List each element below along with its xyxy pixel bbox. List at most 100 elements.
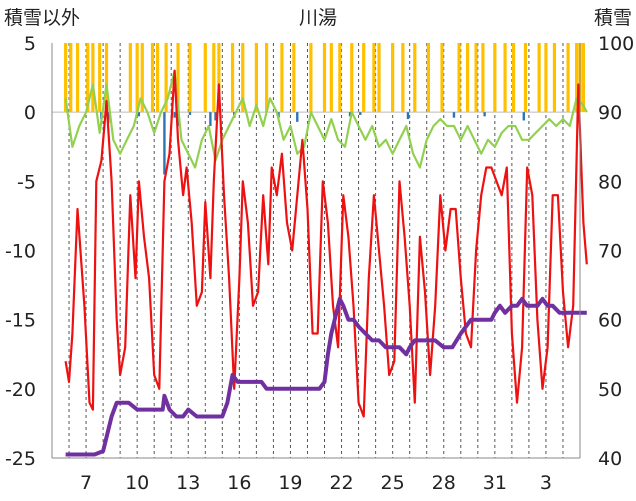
sunshine-bar bbox=[309, 43, 313, 113]
right-axis-title: 積雪 bbox=[594, 7, 632, 29]
left-tick-label: 5 bbox=[24, 33, 36, 55]
sunshine-bar bbox=[338, 43, 342, 113]
sunshine-bar bbox=[292, 43, 296, 113]
left-tick-label: 0 bbox=[24, 102, 36, 124]
sunshine-bar bbox=[322, 43, 327, 113]
sunshine-bar bbox=[457, 43, 461, 113]
sunshine-bar bbox=[544, 43, 548, 113]
sunshine-bar bbox=[98, 43, 102, 113]
right-tick-label: 80 bbox=[598, 171, 622, 193]
right-tick-label: 40 bbox=[598, 448, 622, 470]
sunshine-bar bbox=[188, 43, 192, 113]
sunshine-bar bbox=[254, 43, 258, 113]
x-tick-label: 19 bbox=[278, 472, 302, 494]
series-lines bbox=[64, 69, 588, 457]
precipitation-bar bbox=[522, 112, 525, 121]
left-tick-label: -25 bbox=[5, 448, 36, 470]
sunshine-bar bbox=[511, 43, 516, 113]
sunshine-bar bbox=[75, 43, 80, 113]
precipitation-bar bbox=[163, 112, 166, 175]
sunshine-bar bbox=[391, 43, 395, 113]
sunshine-bar bbox=[566, 43, 570, 113]
sunshine-bar bbox=[372, 43, 376, 113]
precipitation-bar bbox=[137, 112, 141, 117]
sunshine-bar bbox=[426, 43, 431, 113]
sunshine-bar bbox=[474, 43, 478, 113]
sunshine-bar bbox=[203, 43, 207, 113]
left-tick-label: -20 bbox=[5, 379, 36, 401]
sunshine-bar bbox=[574, 43, 579, 113]
sunshine-bar bbox=[493, 43, 497, 113]
precipitation-bar bbox=[296, 112, 299, 122]
sunshine-bar bbox=[150, 43, 155, 113]
x-tick-label: 25 bbox=[381, 472, 405, 494]
sunshine-bar bbox=[280, 43, 284, 113]
sunshine-bar bbox=[217, 43, 221, 113]
sunshine-bar bbox=[329, 43, 333, 113]
precipitation-bar bbox=[214, 112, 217, 121]
right-tick-label: 70 bbox=[598, 241, 622, 263]
left-axis-ticks: 5 0 -5 -10 -15 -20 -25 bbox=[5, 33, 36, 470]
sunshine-bar bbox=[503, 43, 507, 113]
sunshine-bar bbox=[413, 43, 417, 113]
left-tick-label: -10 bbox=[5, 241, 36, 263]
x-tick-label: 13 bbox=[176, 472, 200, 494]
x-tick-label: 16 bbox=[227, 472, 251, 494]
sunshine-bar bbox=[64, 43, 68, 113]
sunshine-bar bbox=[265, 43, 269, 113]
right-tick-label: 100 bbox=[598, 33, 634, 55]
right-axis-ticks: 100 90 80 70 60 50 40 bbox=[598, 33, 634, 470]
sunshine-bar bbox=[465, 43, 470, 113]
left-axis-title: 積雪以外 bbox=[4, 7, 80, 29]
sunshine-bar bbox=[164, 43, 168, 113]
sunshine-bar bbox=[523, 43, 528, 113]
wind-line bbox=[64, 69, 588, 169]
precipitation-bar bbox=[348, 112, 352, 117]
precipitation-bar bbox=[359, 112, 362, 115]
sunshine-bar bbox=[86, 43, 90, 113]
sunshine-bar bbox=[230, 43, 235, 113]
x-axis-ticks: 7 10 13 16 19 22 25 28 31 3 bbox=[80, 472, 552, 494]
sunshine-bar bbox=[481, 43, 485, 113]
sunshine-bar bbox=[377, 43, 381, 113]
x-tick-label: 3 bbox=[540, 472, 552, 494]
left-tick-label: -15 bbox=[5, 310, 36, 332]
right-tick-label: 60 bbox=[598, 310, 622, 332]
sunshine-bar bbox=[91, 43, 95, 113]
x-tick-label: 7 bbox=[80, 472, 92, 494]
sunshine-bars bbox=[64, 43, 586, 113]
sunshine-bar bbox=[128, 43, 132, 113]
sunshine-bar bbox=[537, 43, 541, 113]
axes bbox=[51, 43, 581, 459]
precipitation-bar bbox=[173, 112, 176, 118]
right-tick-label: 90 bbox=[598, 102, 622, 124]
sunshine-bar bbox=[140, 43, 144, 113]
sunshine-bar bbox=[212, 43, 216, 113]
sunshine-bar bbox=[135, 43, 139, 113]
chart-title: 川湯 bbox=[299, 7, 337, 29]
x-tick-label: 10 bbox=[125, 472, 149, 494]
right-tick-label: 50 bbox=[598, 379, 622, 401]
sunshine-bar bbox=[401, 43, 405, 113]
sunshine-bar bbox=[362, 43, 366, 113]
sunshine-bar bbox=[176, 43, 180, 113]
sunshine-bar bbox=[156, 43, 160, 113]
snow-depth-line bbox=[65, 296, 587, 457]
sunshine-bar bbox=[104, 43, 109, 113]
sunshine-bar bbox=[581, 43, 586, 113]
x-tick-label: 31 bbox=[483, 472, 507, 494]
precipitation-bar bbox=[406, 112, 410, 120]
sunshine-bar bbox=[440, 43, 444, 113]
precipitation-bar bbox=[483, 112, 486, 117]
precipitation-bar bbox=[209, 112, 212, 126]
sunshine-bar bbox=[350, 43, 354, 113]
x-tick-label: 22 bbox=[329, 472, 353, 494]
precipitation-bar bbox=[188, 112, 192, 115]
sunshine-bar bbox=[552, 43, 557, 113]
sunshine-bar bbox=[241, 43, 245, 113]
x-tick-label: 28 bbox=[432, 472, 456, 494]
left-tick-label: -5 bbox=[17, 171, 36, 193]
sunshine-bar bbox=[69, 43, 73, 113]
temperature-line bbox=[64, 69, 588, 418]
